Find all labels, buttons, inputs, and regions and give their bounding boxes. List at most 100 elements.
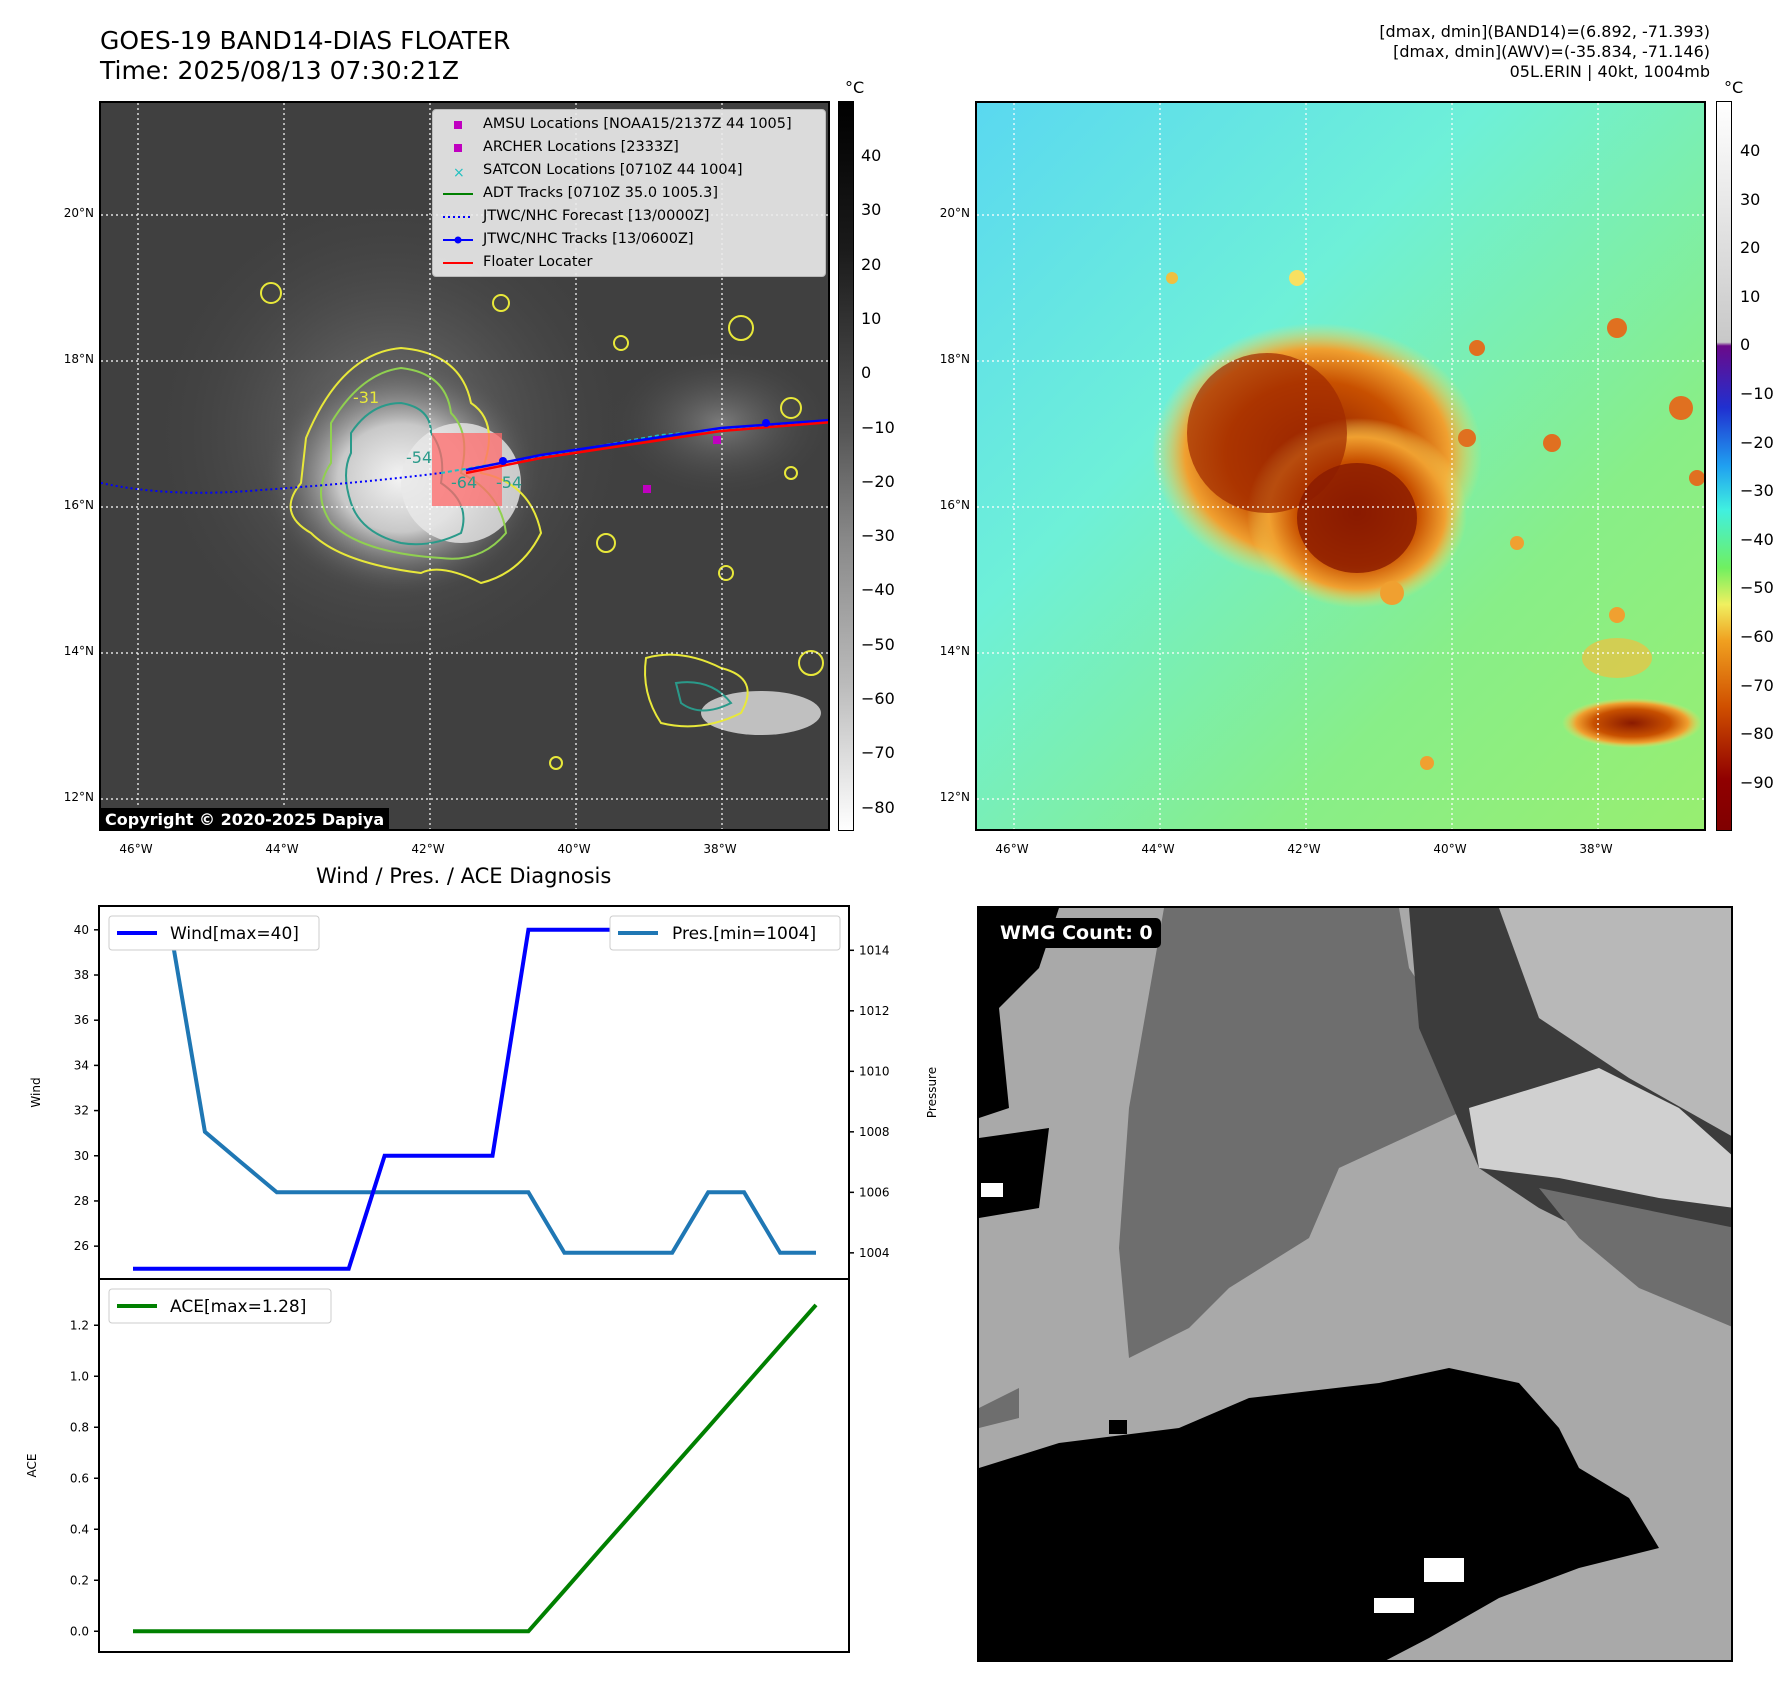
archer-marker [643,485,651,493]
wind-legend-box [108,915,320,951]
ace-tick-label: 1.2 [70,1318,89,1332]
legend-swatch [443,262,473,264]
lon-label: 46°W [995,842,1029,856]
diagnosis-chart: 40 38 36 34 32 30 28 26 1014 1012 1010 1008 1006 1004… [25,905,939,1653]
map-gridlines [977,103,1704,829]
colorbar-tick-label: 40 [861,146,882,165]
pressure-tick-label: 1006 [859,1185,890,1199]
colorbar-tick-label: 0 [861,363,872,383]
title-line-2: Time: 2025/08/13 07:30:21Z [100,56,459,85]
wmg-image [979,908,1731,1660]
legend-label: ADT Tracks [0710Z 35.0 1005.3] [483,185,719,201]
wind-legend-label: Wind[max=40] [170,924,299,944]
contour-label: -54 [496,473,522,492]
lon-label: 44°W [265,842,299,856]
map-legend: AMSU Locations [NOAA15/2137Z 44 1005] ARC… [432,109,826,277]
legend-label: SATCON Locations [0710Z 44 1004] [483,162,743,178]
colorbar-tick-label: −40 [1740,529,1774,549]
colorbar-tick-label: −20 [861,471,895,491]
white-cell [1424,1558,1464,1582]
colorbar-tick-label: −60 [861,689,895,708]
colorbar-tick-label: −10 [1740,384,1774,403]
colorbar-tick-label: −40 [861,580,895,600]
colorbar-unit-left: °C [845,78,865,97]
lon-label: 44°W [1141,842,1175,856]
legend-entry: JTWC/NHC Tracks [13/0600Z] [433,229,825,251]
colorbar-tick-label: −70 [1740,675,1774,695]
legend-entry: AMSU Locations [NOAA15/2137Z 44 1005] [433,114,825,136]
ace-tick-label: 0.0 [70,1624,89,1638]
wind-tick-label: 30 [74,1149,89,1163]
ace-legend-label: ACE[max=1.28] [170,1297,306,1317]
wind-tick-label: 40 [74,923,89,937]
wind-tick-label: 28 [74,1194,89,1208]
ace-tick-label: 1.0 [70,1369,89,1383]
diagnosis-title: Wind / Pres. / ACE Diagnosis [316,864,612,888]
white-cell [1374,1598,1414,1613]
pressure-tick-label: 1014 [859,943,890,957]
storm-info: [dmax, dmin](BAND14)=(6.892, -71.393) [d… [1379,22,1710,82]
color-map-panel [975,101,1706,831]
pressure-tick-label: 1008 [859,1125,890,1139]
wind-pressure-axes [98,905,850,1280]
legend-swatch: × [453,165,465,181]
colorbar-tick-label: 20 [1740,238,1761,258]
colorbar-tick-label: −30 [1740,481,1774,501]
amsu-marker [713,436,721,444]
forecast-track [101,472,442,494]
legend-label: Floater Locater [483,254,593,270]
legend-swatch [443,193,473,195]
contour-label: -54 [406,448,432,467]
lon-label: 38°W [1579,842,1613,856]
lat-label: 16°N [939,498,970,512]
lon-label: 38°W [703,842,737,856]
legend-label: JTWC/NHC Tracks [13/0600Z] [483,231,694,247]
lat-label: 12°N [63,790,94,804]
wind-tick-label: 26 [74,1239,89,1253]
legend-entry: Floater Locater [433,252,825,274]
ace-tick-label: 0.6 [70,1471,89,1485]
lat-label: 20°N [939,206,970,220]
wmg-panel [977,906,1733,1662]
lat-label: 12°N [939,790,970,804]
pressure-legend-label: Pres.[min=1004] [672,924,816,944]
info-awv-range: [dmax, dmin](AWV)=(-35.834, -71.146) [1393,42,1710,61]
pressure-line [133,918,816,1255]
lat-label: 14°N [939,644,970,658]
legend-swatch [454,121,462,129]
colorbar-tick-label: 40 [1740,141,1761,160]
info-storm-summary: 05L.ERIN | 40kt, 1004mb [1509,62,1710,81]
ace-axis-label: ACE [25,1454,39,1478]
legend-entry: JTWC/NHC Forecast [13/0000Z] [433,206,825,228]
ace-tick-label: 0.2 [70,1573,89,1587]
floater-track [465,421,828,475]
colorbar-tick-label: 10 [1740,286,1761,306]
colorbar-color [1716,101,1732,831]
colorbar-tick-label: −50 [1740,578,1774,598]
wind-axis-label: Wind [29,1077,43,1107]
colorbar-gray [838,101,854,831]
colorbar-tick-label: −50 [861,634,895,654]
pressure-tick-label: 1004 [859,1246,890,1260]
ace-line [133,1303,818,1634]
lon-label: 46°W [119,842,153,856]
colorbar-tick-label: −70 [861,743,895,763]
colorbar-tick-label: −20 [1740,432,1774,452]
ir-map-panel: -31 -54 -64 -54 AMSU Locations [NOAA15/2… [99,101,830,831]
contour-label: -64 [451,473,477,492]
lat-label: 20°N [63,206,94,220]
jtwc-track [465,419,828,472]
legend-swatch [443,236,473,244]
color-map-image [977,103,1704,829]
colorbar-tick-label: −90 [1740,772,1774,792]
colorbar-tick-label: −30 [861,526,895,546]
legend-swatch [454,144,462,152]
colorbar-unit-right: °C [1724,78,1744,97]
ace-tick-label: 0.8 [70,1420,89,1434]
colorbar-tick-label: 10 [861,308,882,328]
legend-entry: ADT Tracks [0710Z 35.0 1005.3] [433,183,825,205]
legend-entry: × SATCON Locations [0710Z 44 1004] [433,160,825,182]
title-line-1: GOES-19 BAND14-DIAS FLOATER [100,26,511,55]
colorbar-tick-label: −60 [1740,627,1774,646]
legend-label: JTWC/NHC Forecast [13/0000Z] [483,208,710,224]
